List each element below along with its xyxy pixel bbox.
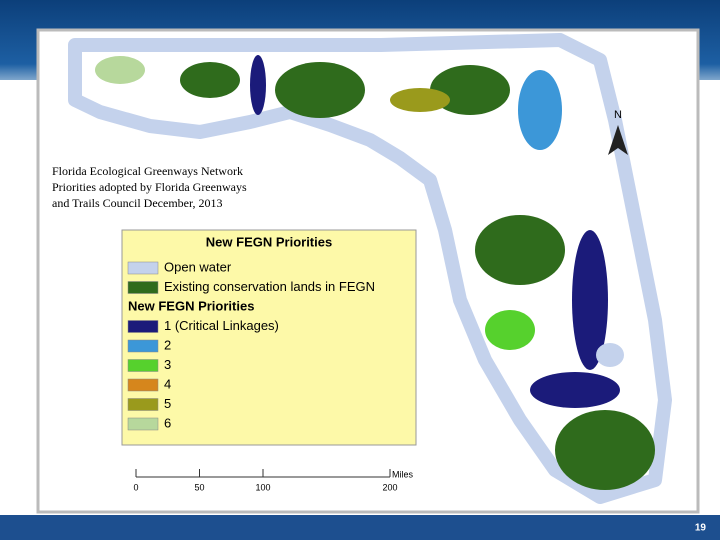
priority-area (485, 310, 535, 350)
legend-swatch (127, 281, 159, 294)
legend-subtitle: New FEGN Priorities (128, 298, 254, 313)
scale-label: 0 (133, 482, 138, 492)
legend-swatch (127, 261, 159, 275)
priority-area (518, 70, 562, 150)
priority-area (95, 56, 145, 84)
legend-swatch (127, 320, 159, 333)
caption-line: Florida Ecological Greenways Network (52, 164, 243, 178)
caption: Florida Ecological Greenways Network Prio… (52, 164, 247, 210)
priority-area (390, 88, 450, 112)
scale-bar: 0 50 100 200 Miles (133, 469, 414, 492)
conservation-land (180, 62, 240, 98)
legend-label: 5 (164, 396, 171, 411)
lake (596, 343, 624, 367)
caption-line: Priorities adopted by Florida Greenways (52, 180, 247, 194)
priority-area (250, 55, 266, 115)
north-arrow-shape (608, 125, 628, 155)
map (68, 33, 672, 504)
caption-line: and Trails Council December, 2013 (52, 196, 223, 210)
conservation-land (430, 65, 510, 115)
footer-band (0, 515, 720, 540)
legend-swatch (127, 339, 159, 353)
legend-label: 4 (164, 376, 171, 391)
legend-box (121, 229, 417, 446)
legend-label: Open water (164, 259, 232, 274)
conservation-land (475, 215, 565, 285)
legend: New FEGN Priorities Open water Existing co… (127, 234, 375, 431)
conservation-land (555, 410, 655, 490)
legend-swatch (127, 398, 159, 411)
legend-swatch (127, 378, 159, 392)
scale-label: 100 (255, 482, 270, 492)
legend-label: 6 (164, 415, 171, 430)
scale-label: 50 (194, 482, 204, 492)
legend-label: 1 (Critical Linkages) (164, 318, 279, 333)
conservation-land (275, 62, 365, 118)
north-label: N (614, 109, 622, 121)
north-arrow: N (608, 109, 628, 155)
legend-swatch (127, 417, 159, 431)
slide-number: 19 (695, 523, 707, 534)
legend-label: 3 (164, 357, 171, 372)
legend-title: New FEGN Priorities (206, 234, 332, 249)
priority-area (530, 372, 620, 408)
scale-label: 200 (382, 482, 397, 492)
legend-swatch (127, 359, 159, 372)
scale-unit: Miles (392, 469, 414, 479)
legend-label: 2 (164, 337, 171, 352)
priority-area (572, 230, 608, 370)
legend-label: Existing conservation lands in FEGN (164, 279, 375, 294)
